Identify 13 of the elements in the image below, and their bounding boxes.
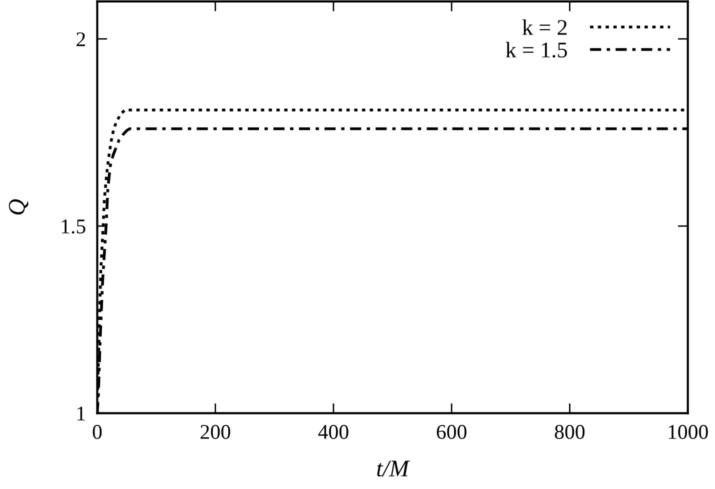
x-axis-title: t/M (377, 460, 410, 476)
y-tick-label: 1 (78, 406, 85, 420)
x-tick-label: 1000 (668, 424, 708, 439)
x-tick-label: 0 (92, 424, 102, 439)
x-tick-label: 400 (318, 424, 348, 439)
legend-label: k = 2 (522, 19, 567, 35)
y-tick-label: 2 (76, 32, 85, 46)
y-tick-label: 1.5 (62, 220, 86, 234)
x-tick-label: 600 (436, 424, 466, 439)
legend-label: k = 1.5 (506, 42, 567, 58)
x-tick-label: 800 (554, 424, 585, 439)
x-tick-label: 200 (200, 424, 230, 439)
y-axis-title: Q (8, 199, 28, 215)
